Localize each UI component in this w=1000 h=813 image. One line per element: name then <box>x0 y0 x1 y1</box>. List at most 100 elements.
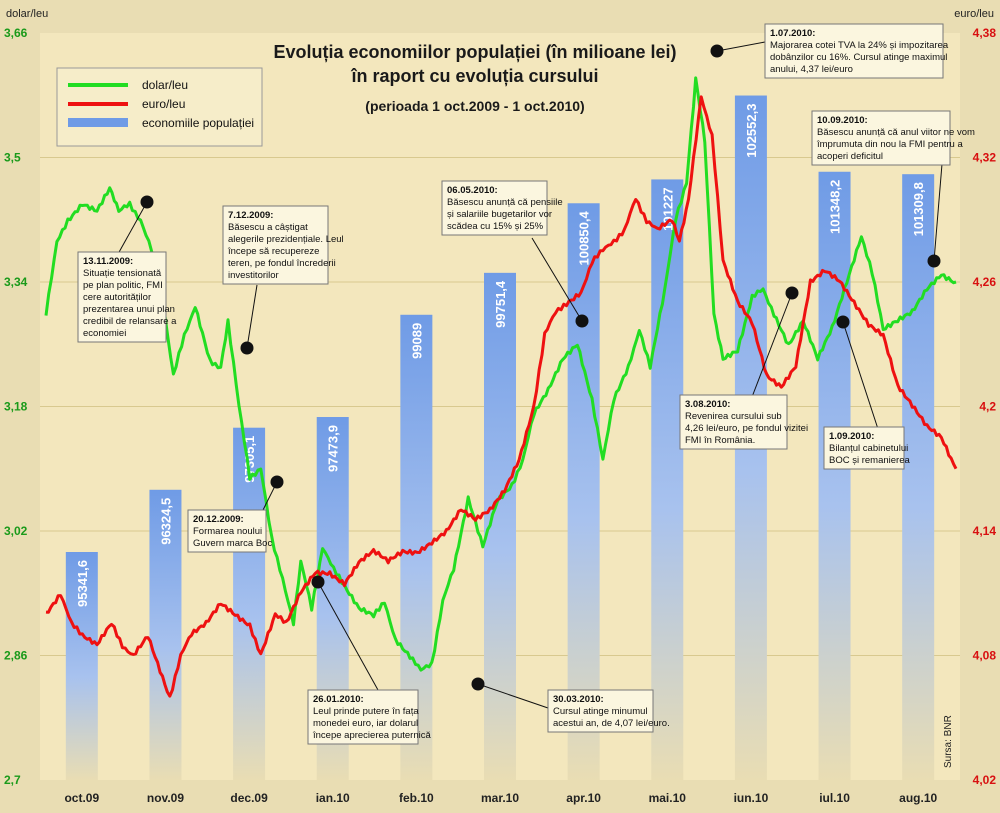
annotation-text: dobânzilor cu 16%. Cursul atinge maximul <box>770 52 947 63</box>
left-tick-label: 3,02 <box>4 524 28 538</box>
legend: dolar/leu euro/leu economiile populației <box>56 67 263 147</box>
annotation-text: scădea cu 15% și 25% <box>447 221 544 232</box>
annotation-marker <box>927 254 941 268</box>
right-tick-label: 4,38 <box>973 26 997 40</box>
annotation-text: pe plan politic, FMI <box>83 280 163 291</box>
annotation-text: Guvern marca Boc <box>193 538 272 549</box>
annotation-date: 30.03.2010: <box>553 694 604 705</box>
right-axis-label: euro/leu <box>954 8 994 20</box>
source-note: Sursa: BNR <box>943 715 954 768</box>
annotation-leader <box>117 201 148 255</box>
annotation-leader <box>246 284 258 349</box>
annotation-text: Băsescu a câștigat <box>228 222 308 233</box>
annotation-leader <box>716 41 766 52</box>
annotation-text: Băsescu anunță că pensiile <box>447 197 563 208</box>
month-label: feb.10 <box>399 791 434 805</box>
annotation: 26.01.2010:Leul prinde putere în fațamon… <box>307 575 431 745</box>
legend-swatch-savings <box>68 118 128 127</box>
left-axis-label: dolar/leu <box>6 8 48 20</box>
savings-bar <box>65 552 98 780</box>
series-lines <box>44 76 958 698</box>
right-tick-label: 4,26 <box>973 275 997 289</box>
right-tick-label: 4,2 <box>979 400 996 414</box>
annotation-marker <box>240 341 254 355</box>
right-axis-ticks: 4,38 4,32 4,26 4,2 4,14 4,08 4,02 <box>973 26 997 787</box>
left-tick-label: 3,5 <box>4 151 21 165</box>
month-label: mar.10 <box>481 791 519 805</box>
savings-bar-label: 99751,4 <box>493 280 508 328</box>
legend-label-euro: euro/leu <box>142 97 185 111</box>
annotation-text: Băsescu anunță că anul viitor ne vom <box>817 127 975 138</box>
annotation-box <box>679 394 788 450</box>
month-label: iul.10 <box>819 791 850 805</box>
annotation-date: 7.12.2009: <box>228 210 273 221</box>
annotation: 10.09.2010:Băsescu anunță că anul viitor… <box>811 110 975 268</box>
legend-label-savings: economiile populației <box>142 116 254 130</box>
savings-bar <box>149 489 182 780</box>
month-label: dec.09 <box>230 791 268 805</box>
annotation-text: începe să recupereze <box>227 246 319 257</box>
annotation-marker <box>140 195 154 209</box>
annotation-text: FMI în România. <box>685 435 755 446</box>
savings-bar <box>233 427 266 780</box>
annotation-date: 1.07.2010: <box>770 28 815 39</box>
annotation-marker <box>836 315 850 329</box>
savings-bar-label: 101348,2 <box>828 180 843 234</box>
annotation-date: 13.11.2009: <box>83 256 133 267</box>
annotation-date: 10.09.2010: <box>817 115 868 126</box>
left-tick-label: 2,7 <box>4 773 21 787</box>
month-labels: oct.09 nov.09 dec.09 ian.10 feb.10 mar.10 apr.… <box>64 791 937 805</box>
month-label: apr.10 <box>566 791 601 805</box>
annotation-text: BOC și remanierea <box>829 455 910 466</box>
right-tick-label: 4,08 <box>973 649 997 663</box>
annotation-box <box>764 23 944 79</box>
month-label: mai.10 <box>649 791 687 805</box>
annotation-text: cere autorităților <box>83 292 151 303</box>
annotation-leader <box>317 581 379 691</box>
annotation-text: economiei <box>83 328 126 339</box>
annotation-text: 4,26 lei/euro, pe fondul vizitei <box>685 423 808 434</box>
month-label: iun.10 <box>734 791 769 805</box>
annotation-text: credibil de relansare a <box>83 316 177 327</box>
savings-bar-label: 101309,8 <box>911 182 926 236</box>
euro-leu-line <box>45 95 958 698</box>
savings-bar-label: 95341,6 <box>75 560 90 607</box>
annotation-text: Majorarea cotei TVA la 24% și impozitare… <box>770 40 949 51</box>
left-tick-label: 3,66 <box>4 26 28 40</box>
annotation-marker <box>270 475 284 489</box>
annotation-box <box>823 426 905 470</box>
month-label: nov.09 <box>147 791 184 805</box>
dolar-leu-line <box>44 76 957 672</box>
annotation-marker <box>710 44 724 58</box>
annotation-text: Bilanțul cabinetului <box>829 443 908 454</box>
annotation-leader <box>751 292 793 398</box>
savings-bar <box>902 174 935 781</box>
legend-box <box>56 67 263 147</box>
chart-subtitle: (perioada 1 oct.2009 - 1 oct.2010) <box>365 98 584 114</box>
chart-title-line2: în raport cu evoluția cursului <box>350 66 598 86</box>
left-tick-label: 2,86 <box>4 649 28 663</box>
annotation-date: 1.09.2010: <box>829 431 874 442</box>
legend-label-dolar: dolar/leu <box>142 78 188 92</box>
annotation-marker <box>575 314 589 328</box>
annotation-text: împrumuta din nou la FMI pentru a <box>816 139 963 150</box>
annotation-text: teren, pe fondul încrederii <box>228 258 336 269</box>
savings-bar-label: 100850,4 <box>577 211 592 266</box>
annotation: 1.07.2010:Majorarea cotei TVA la 24% și … <box>710 23 949 79</box>
annotation-text: acestui an, de 4,07 lei/euro. <box>553 718 670 729</box>
month-label: ian.10 <box>316 791 350 805</box>
savings-bar-label: 97473,9 <box>326 425 341 472</box>
annotation-date: 3.08.2010: <box>685 399 730 410</box>
annotation-box <box>441 180 548 236</box>
savings-bar-label: 102552,3 <box>744 104 759 158</box>
annotation-box <box>547 689 654 733</box>
savings-bar-label: 96324,5 <box>158 498 173 545</box>
annotation-text: anului, 4,37 lei/euro <box>770 64 853 75</box>
annotation-marker <box>785 286 799 300</box>
annotation-leader <box>531 237 583 322</box>
